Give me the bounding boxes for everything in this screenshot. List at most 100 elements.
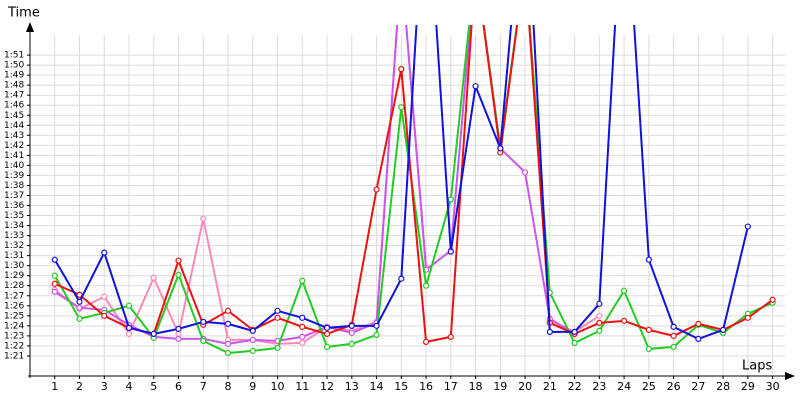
x-tick-label: 10 [271, 380, 285, 393]
y-tick-label: 1:47 [4, 91, 24, 101]
y-tick-label: 1:35 [4, 211, 24, 221]
x-axis-arrow [785, 372, 795, 380]
data-point [224, 349, 232, 357]
data-point [348, 322, 355, 329]
data-point [51, 280, 58, 287]
data-point [447, 248, 454, 255]
data-point [224, 320, 232, 327]
y-tick-label: 1:38 [4, 181, 24, 191]
data-point [398, 275, 405, 282]
x-tick-label: 15 [394, 380, 408, 393]
y-tick-label: 1:46 [4, 101, 24, 111]
y-tick-label: 1:51 [4, 51, 24, 61]
x-tick-label: 30 [766, 380, 780, 393]
data-point [200, 318, 207, 325]
data-point [101, 249, 108, 256]
data-point [695, 320, 702, 327]
data-point [620, 317, 628, 324]
data-point [299, 339, 306, 347]
data-point [373, 322, 380, 329]
x-tick-label: 6 [175, 380, 182, 393]
x-tick-label: 28 [716, 380, 730, 393]
data-point [175, 335, 182, 342]
x-tick-label: 24 [617, 380, 631, 393]
y-axis-arrow [26, 22, 34, 32]
data-point [695, 335, 702, 342]
y-tick-label: 1:39 [4, 171, 24, 181]
data-point [620, 287, 628, 294]
data-point [299, 277, 306, 284]
x-tick-label: 26 [667, 380, 681, 393]
data-point [373, 186, 380, 193]
data-point [670, 323, 677, 330]
data-point [596, 319, 603, 326]
data-point [299, 323, 306, 330]
x-tick-label: 14 [370, 380, 384, 393]
data-point [249, 347, 256, 355]
data-point [447, 196, 454, 203]
data-point [150, 274, 157, 281]
data-point [398, 104, 405, 111]
data-point [51, 256, 58, 263]
data-point [422, 338, 430, 346]
y-tick-label: 1:30 [4, 261, 24, 271]
y-tick-label: 1:32 [4, 241, 24, 251]
series-line [54, 25, 774, 344]
y-tick-label: 1:22 [4, 341, 24, 351]
x-tick-label: 5 [150, 380, 157, 393]
x-tick-label: 21 [543, 380, 557, 393]
data-point [769, 296, 776, 303]
x-tick-label: 11 [295, 380, 309, 393]
x-tick-label: 16 [419, 380, 433, 393]
data-point [422, 282, 430, 289]
data-point [323, 324, 331, 331]
x-tick-label: 18 [469, 380, 483, 393]
data-point [645, 326, 652, 333]
data-point [571, 328, 578, 335]
data-point [596, 312, 603, 319]
data-point [200, 337, 207, 344]
data-point [348, 340, 355, 348]
data-point [348, 329, 355, 336]
data-point [521, 169, 529, 176]
data-point [51, 272, 58, 279]
data-point [200, 215, 207, 222]
y-tick-label: 1:34 [4, 221, 24, 231]
data-point [175, 325, 182, 332]
y-tick-label: 1:43 [4, 131, 24, 141]
plot-area [51, 25, 776, 357]
x-tick-label: 12 [320, 380, 334, 393]
data-point [323, 343, 331, 351]
y-tick-label: 1:31 [4, 251, 24, 261]
y-tick-label: 1:40 [4, 161, 24, 171]
data-point [150, 330, 157, 337]
y-tick-label: 1:50 [4, 61, 24, 71]
data-point [224, 307, 232, 314]
data-point [76, 298, 83, 305]
y-tick-label: 1:26 [4, 301, 24, 311]
y-tick-label: 1:27 [4, 291, 24, 301]
data-point [373, 331, 380, 338]
y-tick-label: 1:44 [4, 121, 24, 131]
y-tick-label: 1:25 [4, 311, 24, 321]
y-tick-label: 1:33 [4, 231, 24, 241]
data-point [670, 343, 677, 351]
data-point [744, 314, 751, 321]
y-tick-label: 1:36 [4, 201, 24, 211]
data-point [101, 312, 108, 319]
data-point [571, 339, 578, 347]
data-point [323, 330, 331, 337]
data-point [101, 293, 108, 300]
x-tick-label: 1 [51, 380, 58, 393]
y-tick-label: 1:29 [4, 271, 24, 281]
data-point [51, 288, 58, 295]
x-tick-label: 9 [249, 380, 256, 393]
x-tick-label: 25 [642, 380, 656, 393]
data-point [398, 66, 405, 73]
y-tick-label: 1:37 [4, 191, 24, 201]
data-point [720, 326, 727, 333]
data-point [299, 314, 306, 321]
y-tick-label: 1:23 [4, 331, 24, 341]
data-point [299, 333, 306, 340]
